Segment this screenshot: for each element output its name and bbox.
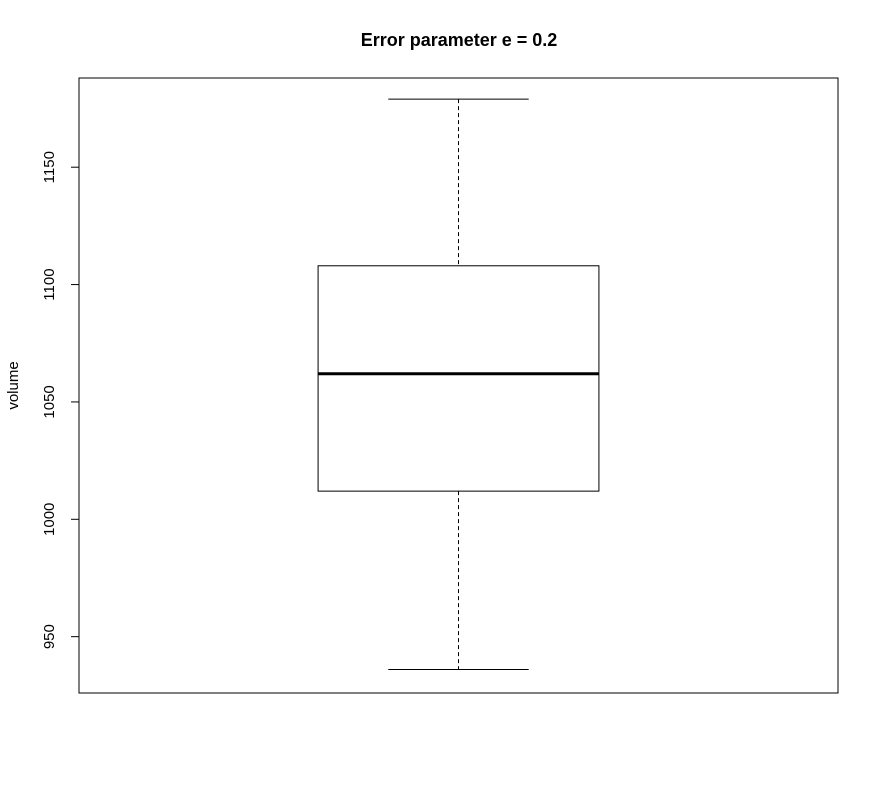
y-axis: 950 1000 1050 1100 1150	[41, 151, 80, 649]
chart-title: Error parameter e = 0.2	[361, 30, 558, 50]
y-tick-label-1100: 1100	[41, 268, 58, 300]
y-axis-label: volume	[5, 361, 22, 409]
y-tick-label-950: 950	[41, 624, 58, 649]
boxes-group	[317, 98, 600, 671]
y-tick-label-1050: 1050	[41, 385, 58, 418]
y-tick-label-1150: 1150	[41, 151, 58, 183]
box-iqr	[317, 265, 600, 492]
y-tick-label-1000: 1000	[41, 503, 58, 536]
